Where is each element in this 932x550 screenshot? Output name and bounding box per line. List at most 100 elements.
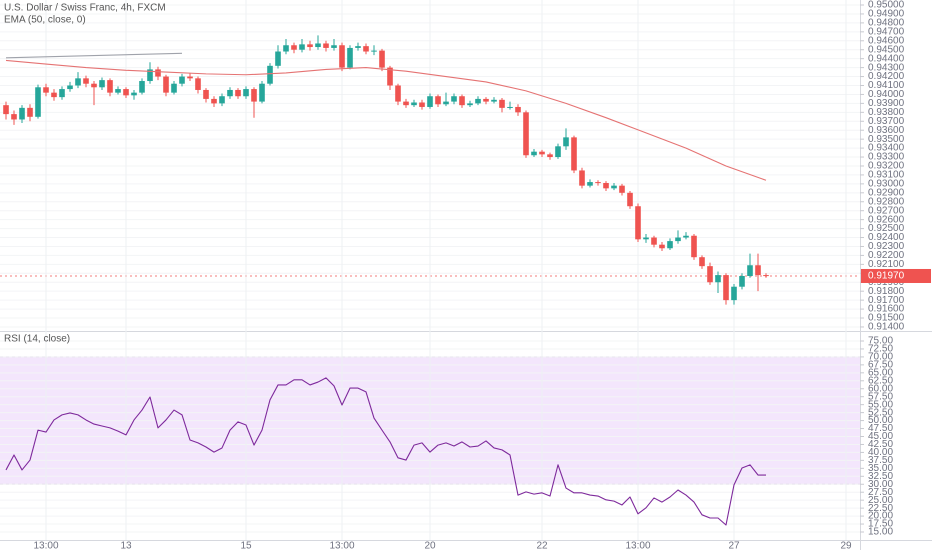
- candle-body: [523, 112, 529, 156]
- candle-body: [467, 103, 473, 106]
- candle-body: [691, 235, 697, 258]
- candle-body: [291, 45, 297, 50]
- candle-body: [211, 98, 217, 104]
- candle-body: [435, 96, 441, 105]
- y-tick-label: 0.93700: [868, 116, 905, 127]
- candle-body: [187, 76, 193, 79]
- y-tick-label: 0.91400: [868, 322, 905, 333]
- candle-body: [75, 78, 81, 86]
- candle-body: [427, 96, 433, 107]
- y-tick-label: 42.50: [868, 439, 893, 450]
- candle-body: [707, 266, 713, 283]
- y-tick-label: 37.50: [868, 455, 893, 466]
- y-tick-label: 0.93600: [868, 125, 905, 136]
- y-tick-label: 47.50: [868, 423, 893, 434]
- y-tick-label: 0.91500: [868, 313, 905, 324]
- y-tick-label: 0.94000: [868, 89, 905, 100]
- y-tick-label: 0.91600: [868, 304, 905, 315]
- y-tick-label: 0.94200: [868, 71, 905, 82]
- candle-body: [499, 99, 505, 108]
- x-tick-label: 13:00: [625, 541, 650, 550]
- candle-body: [699, 257, 705, 267]
- y-tick-label: 32.50: [868, 471, 893, 482]
- candle-body: [507, 106, 513, 108]
- candle-body: [179, 76, 185, 84]
- candle-body: [51, 92, 57, 98]
- x-tick-label: 29: [840, 541, 852, 550]
- y-tick-label: 0.92900: [868, 187, 905, 198]
- candle-body: [483, 98, 489, 102]
- candle-body: [355, 46, 361, 48]
- candle-body: [539, 151, 545, 155]
- x-tick-label: 15: [240, 541, 252, 550]
- y-tick-label: 57.50: [868, 391, 893, 402]
- candle-body: [587, 182, 593, 186]
- y-tick-label: 0.94400: [868, 53, 905, 64]
- y-tick-label: 0.92200: [868, 250, 905, 261]
- candle-body: [347, 47, 353, 68]
- candle-body: [563, 137, 569, 147]
- candle-body: [515, 106, 521, 113]
- y-tick-label: 0.92700: [868, 205, 905, 216]
- candle-body: [227, 89, 233, 97]
- y-tick-label: 15.00: [868, 527, 893, 538]
- candle-body: [755, 265, 761, 276]
- candle-body: [555, 146, 561, 158]
- y-tick-label: 0.93000: [868, 179, 905, 190]
- y-tick-label: 0.94300: [868, 62, 905, 73]
- y-tick-label: 0.93900: [868, 98, 905, 109]
- x-tick-label: 22: [536, 541, 548, 550]
- candle-body: [139, 81, 145, 93]
- y-tick-label: 67.50: [868, 360, 893, 371]
- y-tick-label: 0.94900: [868, 9, 905, 20]
- y-tick-label: 0.94800: [868, 18, 905, 29]
- y-tick-label: 60.00: [868, 383, 893, 394]
- candle-body: [475, 98, 481, 104]
- candle-body: [611, 185, 617, 189]
- candle-body: [731, 286, 737, 301]
- candle-body: [19, 107, 25, 120]
- candle-body: [219, 96, 225, 104]
- y-tick-label: 0.94600: [868, 35, 905, 46]
- candle-body: [67, 85, 73, 90]
- candle-body: [339, 45, 345, 68]
- candle-body: [107, 80, 113, 93]
- candle-body: [667, 241, 673, 249]
- candle-body: [283, 45, 289, 52]
- front-layer: 0.950000.949000.948000.947000.946000.945…: [3, 0, 931, 550]
- candle-body: [763, 275, 769, 277]
- line-series: [5, 59, 767, 181]
- candle-body: [203, 89, 209, 99]
- y-tick-label: 30.00: [868, 479, 893, 490]
- rsi-title: RSI (14, close): [4, 334, 70, 345]
- y-tick-label: 0.92500: [868, 223, 905, 234]
- candle-body: [11, 114, 17, 120]
- candle-body: [331, 45, 337, 48]
- x-tick-label: 13:00: [329, 541, 354, 550]
- last-price-tag: [861, 268, 931, 283]
- y-tick-label: 55.00: [868, 399, 893, 410]
- candle-body: [715, 275, 721, 283]
- candle-body: [83, 78, 89, 84]
- candle-body: [387, 67, 393, 86]
- x-tick-label: 27: [728, 541, 740, 550]
- y-tick-label: 0.91700: [868, 295, 905, 306]
- y-tick-label: 0.94100: [868, 80, 905, 91]
- candle-body: [43, 87, 49, 93]
- y-tick-label: 0.92800: [868, 196, 905, 207]
- y-tick-label: 62.50: [868, 375, 893, 386]
- candle-body: [371, 50, 377, 52]
- chart-title: U.S. Dollar / Swiss Franc, 4h, FXCM: [4, 3, 166, 14]
- candle-body: [99, 80, 105, 88]
- candle-body: [459, 96, 465, 106]
- y-tick-label: 0.93200: [868, 161, 905, 172]
- x-tick-label: 13: [120, 541, 132, 550]
- candle-body: [651, 237, 657, 245]
- candle-body: [547, 154, 553, 158]
- y-tick-label: 40.00: [868, 447, 893, 458]
- candle-body: [259, 83, 265, 102]
- y-tick-label: 0.92400: [868, 232, 905, 243]
- candle-body: [443, 101, 449, 105]
- line-series: [5, 52, 183, 59]
- candle-body: [131, 92, 137, 96]
